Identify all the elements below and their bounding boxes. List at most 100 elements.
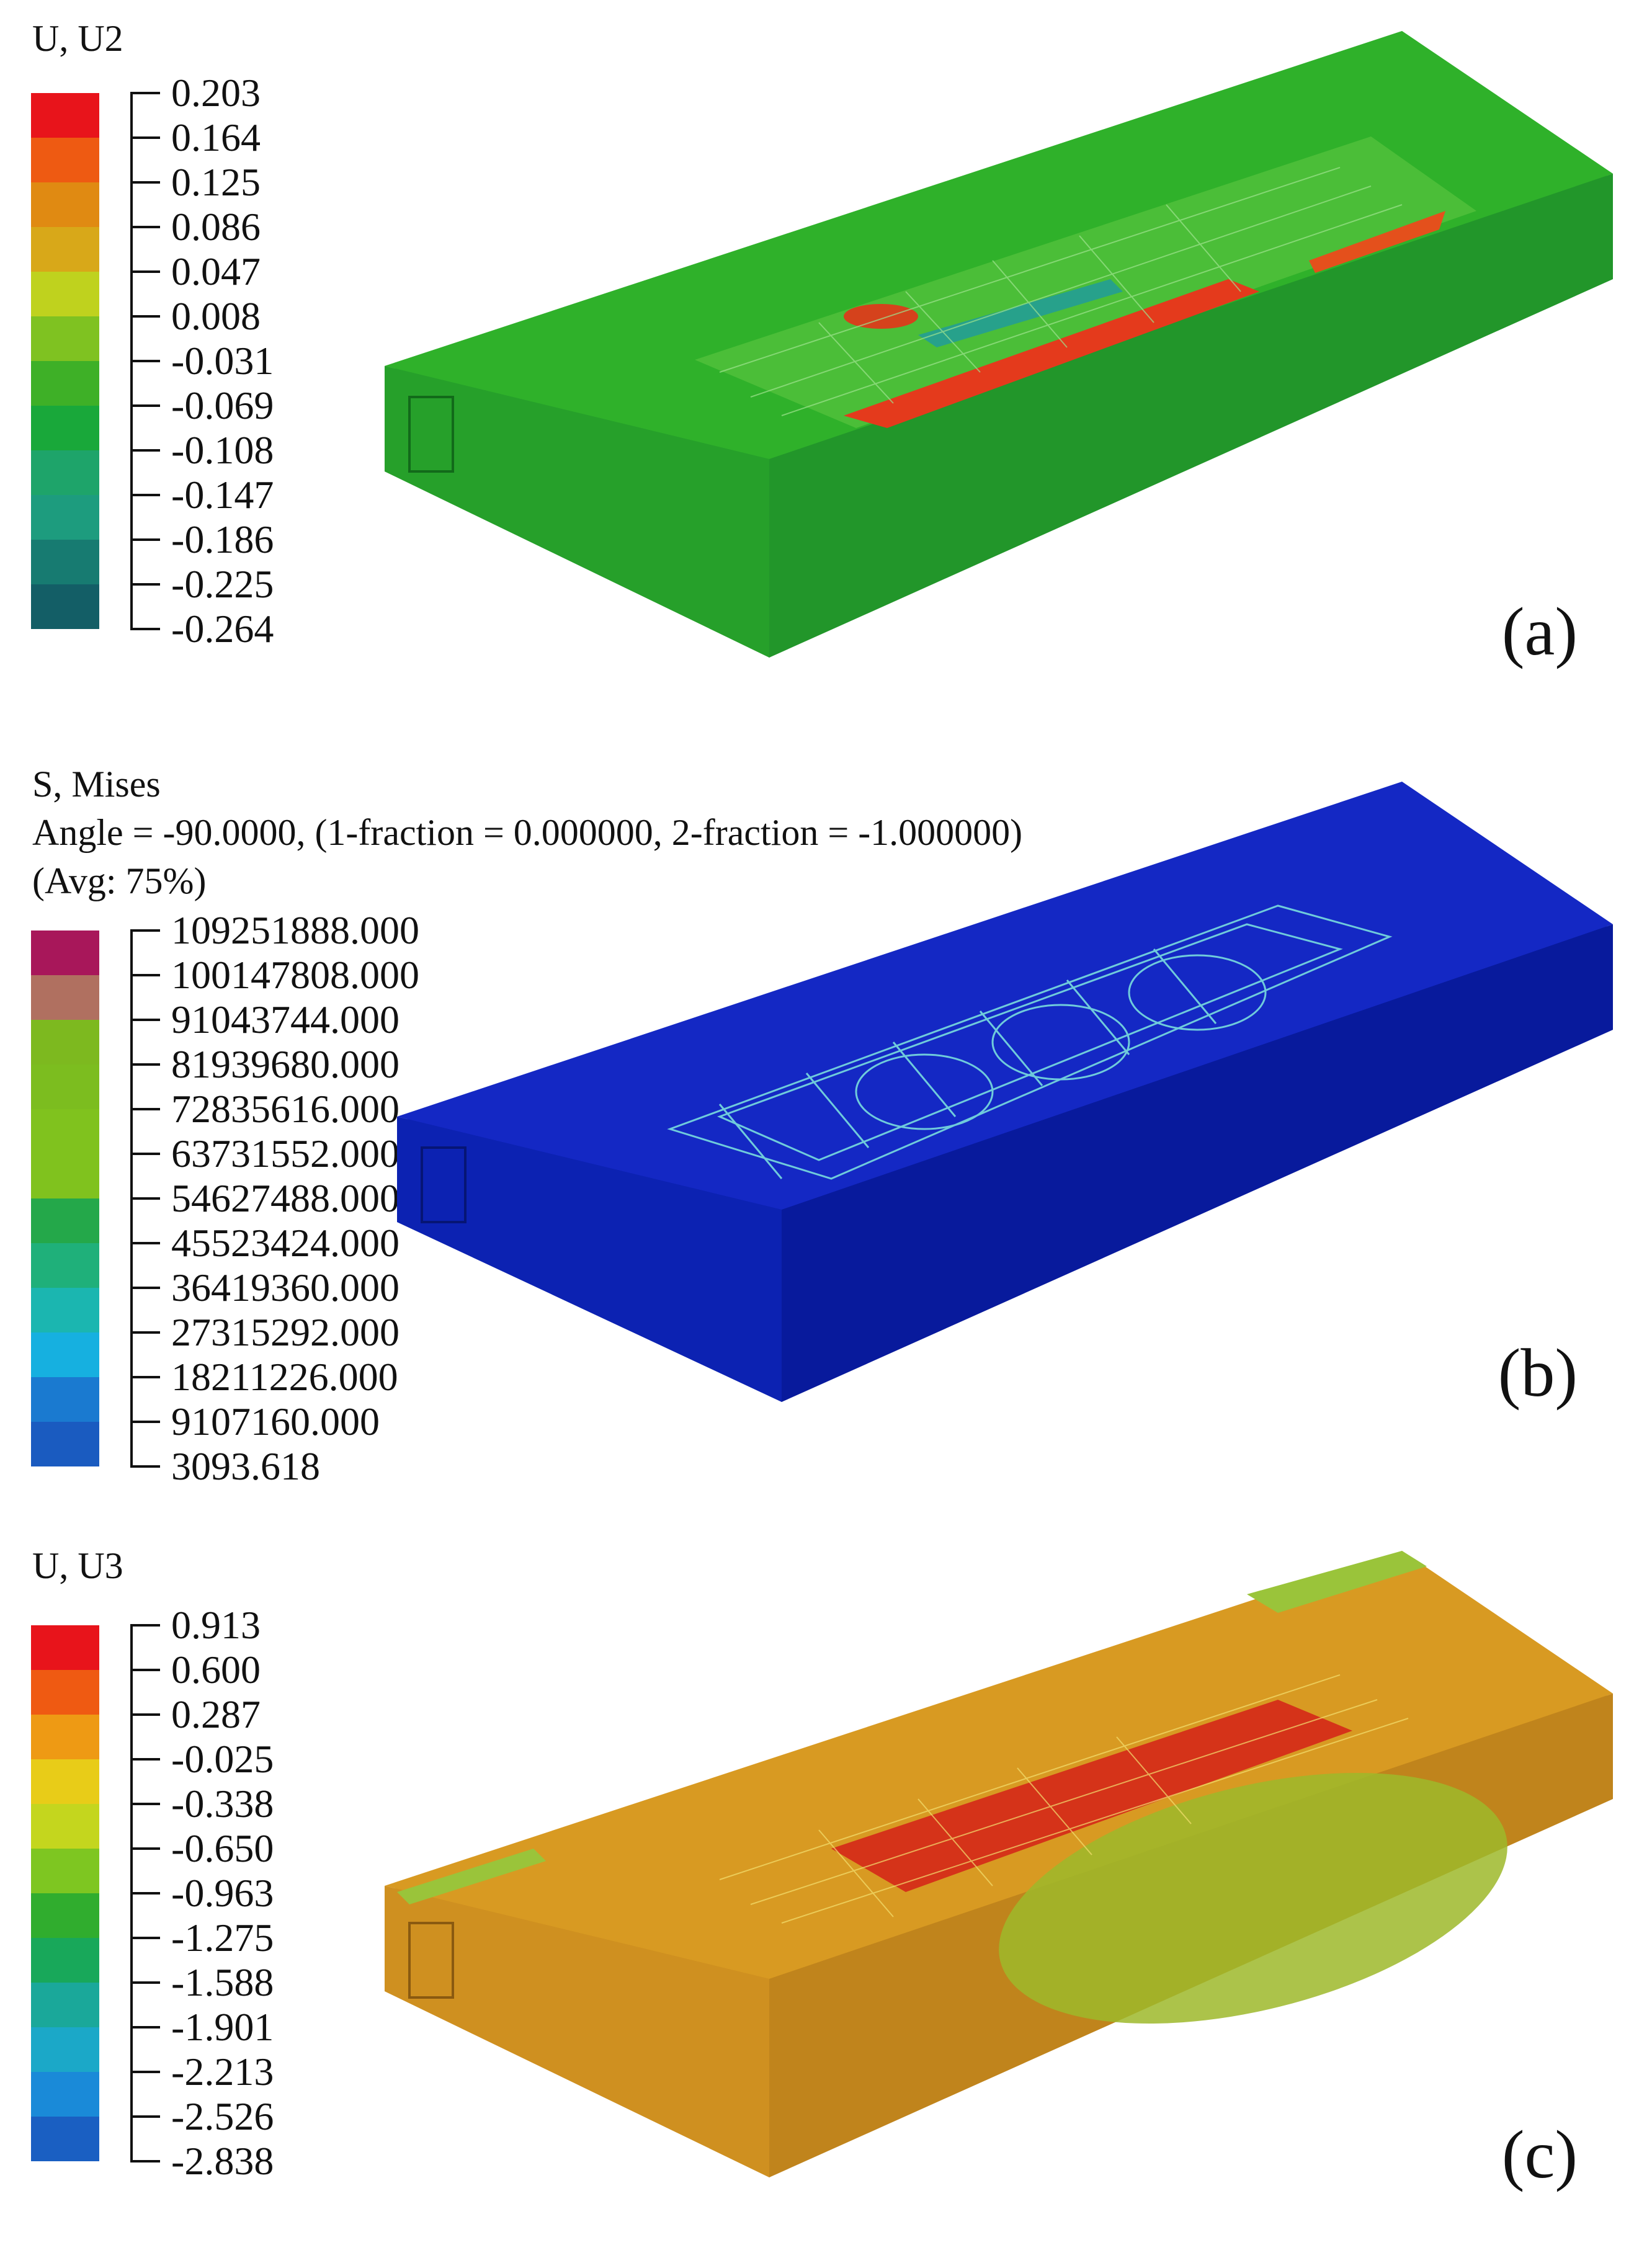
legend-swatch [31,1759,99,1804]
legend-tick-label: 0.203 [171,71,261,115]
legend-swatch [31,1154,99,1198]
legend-tick [130,494,160,496]
legend-tick [130,1669,160,1671]
legend-swatch [31,1020,99,1064]
legend-swatch [31,1109,99,1154]
legend-tick [130,1063,160,1066]
legend-tick [130,1421,160,1423]
legend-tick-label: -2.838 [171,2139,274,2183]
legend-tick-label: -0.108 [171,428,274,472]
legend-tick [130,360,160,362]
legend-tick-label: -0.025 [171,1737,274,1781]
legend-tick-label: 54627488.000 [171,1176,400,1220]
legend-tick [130,181,160,184]
panel-c: U, U3 0.913 0.600 0.287 -0.025 -0.338 -0.650-… [0,1520,1652,2245]
color-legend: 109251888.000 100147808.000 91043744.000 81… [31,911,419,1486]
legend-tick-label: -1.275 [171,1916,274,1960]
legend-tick [130,1019,160,1021]
legend-title-line: Angle = -90.0000, (1-fraction = 0.000000… [32,812,1023,853]
legend-tick-label: 0.600 [171,1648,261,1692]
color-legend: 0.913 0.600 0.287 -0.025 -0.338 -0.650 -0.963-… [31,1605,274,2181]
legend-swatch [31,1893,99,1938]
legend-tick [130,1981,160,1984]
legend-tick-label: -0.031 [171,339,274,383]
legend-tick [130,2026,160,2029]
legend-tick [130,1108,160,1110]
legend-title-line: S, Mises [32,764,161,805]
legend-swatch [31,1625,99,1670]
legend-tick-label: 109251888.000 [171,908,419,952]
legend-tick [130,1242,160,1244]
legend-tick-label: 27315292.000 [171,1310,400,1354]
legend-tick [130,1331,160,1334]
legend-tick [130,1803,160,1805]
legend-tick [130,1624,160,1627]
legend-tick-label: -0.069 [171,383,274,427]
legend-tick-label: -0.650 [171,1826,274,1870]
legend-tick [130,1892,160,1895]
legend-tick [130,1937,160,1939]
legend-swatch [31,1064,99,1109]
legend-tick-label: -2.526 [171,2094,274,2138]
legend-tick-label: 72835616.000 [171,1087,400,1131]
legend-tick-label: 91043744.000 [171,998,400,1042]
legend-swatch [31,1938,99,1983]
legend-tick-label: 0.125 [171,160,261,204]
panel-label: (b) [1498,1335,1578,1411]
legend-tick [130,226,160,228]
legend-swatch [31,1804,99,1849]
legend-title-line: U, U3 [32,1545,123,1586]
legend-tick-label: 0.287 [171,1692,261,1736]
legend-swatch [31,406,99,450]
legend-tick [130,404,160,407]
legend-swatch [31,93,99,138]
legend-tick [130,1465,160,1468]
legend-tick [130,1153,160,1155]
legend-tick [130,92,160,94]
legend-tick [130,449,160,452]
legend-tick-label: -2.213 [171,2050,274,2094]
legend-tick [130,2071,160,2073]
legend-tick-label: -0.963 [171,1871,274,1915]
legend-tick-label: 0.008 [171,294,261,338]
legend-tick-label: 0.047 [171,249,261,293]
color-legend: 0.203 0.164 0.125 0.086 0.047 0.008 -0.031 -0.0… [31,73,274,649]
legend-swatch [31,138,99,182]
legend-tick-label: -0.338 [171,1782,274,1826]
legend-tick-label: 0.913 [171,1603,261,1647]
legend-swatch [31,931,99,975]
legend-tick-label: -1.901 [171,2005,274,2049]
legend-tick-label: -0.147 [171,473,274,517]
legend-swatch [31,1288,99,1332]
legend-tick-label: 45523424.000 [171,1221,400,1265]
legend-swatch [31,1422,99,1466]
legend-swatch [31,584,99,629]
panel-b: S, Mises Angle = -90.0000, (1-fraction =… [0,744,1652,1501]
legend-swatch [31,540,99,584]
legend-swatch [31,1198,99,1243]
legend-tick-label: 9107160.000 [171,1399,380,1444]
legend-swatch [31,272,99,316]
legend-tick [130,2115,160,2118]
panel-label: (a) [1501,594,1578,669]
legend-title-line: U, U2 [32,18,123,59]
legend-title-line: (Avg: 75%) [32,860,207,901]
legend-tick-label: -0.264 [171,607,274,651]
legend-tick [130,1758,160,1761]
legend-swatch [31,1243,99,1288]
legend-tick [130,1376,160,1378]
legend-tick-label: 81939680.000 [171,1042,400,1086]
legend-swatch [31,450,99,495]
legend-tick [130,1847,160,1850]
legend-swatch [31,227,99,272]
legend-swatch [31,316,99,361]
legend-tick-label: 63731552.000 [171,1131,400,1176]
panel-a: U, U2 0.203 0.164 0.125 0.086 0.047 0.008 -0.0… [0,0,1652,744]
legend-tick-label: 36419360.000 [171,1265,400,1310]
legend-swatch [31,1715,99,1759]
legend-tick-label: 0.164 [171,115,261,159]
fea-model-u2 [385,31,1613,658]
panel-label: (c) [1501,2117,1578,2192]
legend-tick-label: 100147808.000 [171,953,419,997]
fea-model-mises [397,782,1613,1402]
